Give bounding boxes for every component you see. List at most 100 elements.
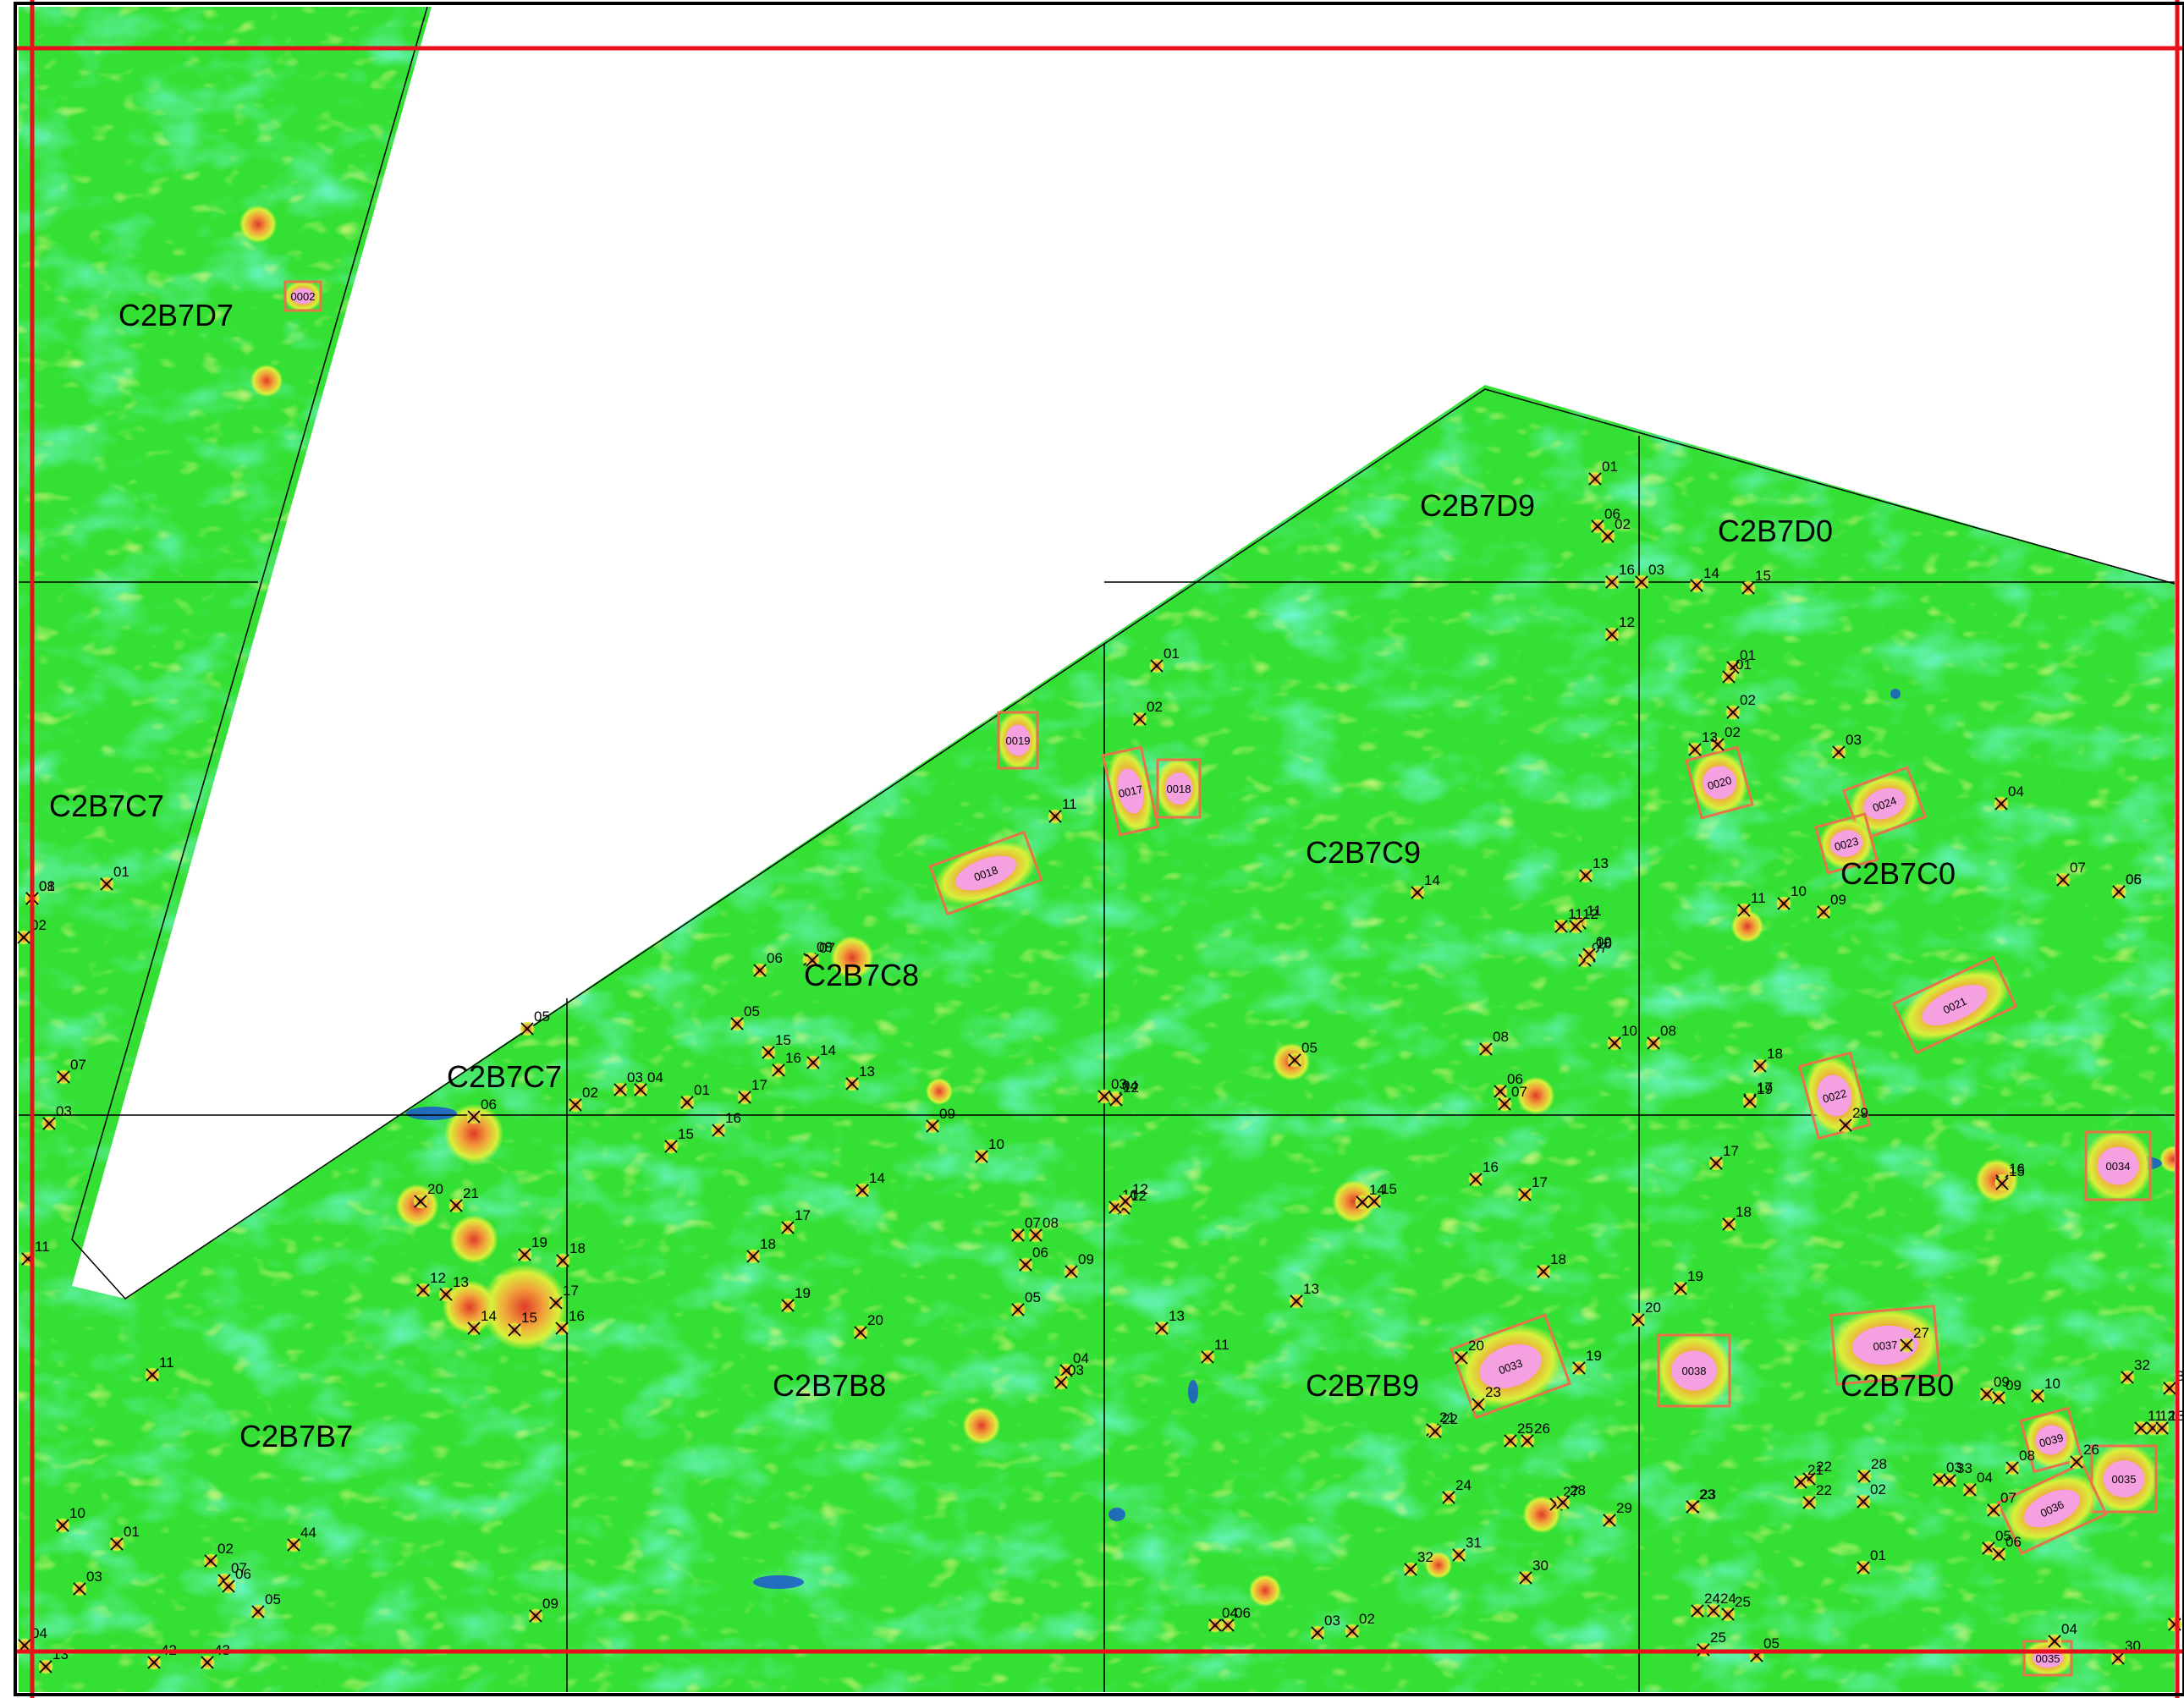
target-marker: 19 [517, 1234, 547, 1262]
signal-low [1890, 689, 1901, 699]
target-label: 20 [427, 1181, 443, 1197]
target-label: 06 [1604, 506, 1620, 522]
target-label: 07 [1511, 1084, 1527, 1100]
target-label: 13 [1303, 1281, 1319, 1297]
map-border [14, 2, 2184, 1696]
target-label: 14 [820, 1042, 836, 1058]
signal-hotspot [2159, 1146, 2175, 1173]
target-marker: 04 [2047, 1621, 2077, 1649]
target-marker: 26 [1520, 1420, 1550, 1448]
target-label: 16 [785, 1050, 801, 1066]
grid-label-c2b7c0: C2B7C0 [1840, 856, 1956, 891]
target-label: 10 [69, 1505, 85, 1521]
target-label: 04 [1222, 1605, 1238, 1621]
target-marker: 07 [2055, 860, 2086, 887]
target-marker: 14 [466, 1308, 497, 1336]
anomaly-polygon: 0020 [1685, 745, 1754, 820]
target-marker: 01 [1856, 1547, 1886, 1575]
target-label: 09 [2005, 1377, 2022, 1393]
anomaly-polygon: 0002 [283, 280, 323, 312]
target-label: 10 [1621, 1023, 1637, 1039]
target-label: 18 [1736, 1204, 1752, 1220]
target-marker: 07 [1986, 1490, 2016, 1518]
target-label: 09 [1830, 892, 1846, 908]
target-marker: 12 [1568, 906, 1598, 934]
target-label: 13 [1169, 1308, 1185, 1324]
target-marker: 13 [1578, 855, 1609, 883]
target-marker: 12 [1118, 1181, 1148, 1209]
target-label: 14 [869, 1170, 885, 1186]
target-marker: 15 [1741, 568, 1771, 596]
target-label: 04 [1073, 1350, 1089, 1366]
target-label: 32 [2134, 1357, 2150, 1373]
anomaly-polygon: 0018 [1155, 756, 1202, 821]
target-marker: 05 [1981, 1528, 2011, 1556]
signal-low [753, 1575, 804, 1589]
anomaly-label: 0023 [1833, 834, 1860, 853]
grid-label-c2b7c8: C2B7C8 [804, 958, 919, 992]
target-label: 26 [1534, 1420, 1550, 1437]
target-label: 10 [1791, 883, 1807, 899]
target-marker: 20 [1631, 1300, 1661, 1327]
target-label: 07 [1025, 1215, 1041, 1231]
target-marker: 26 [2069, 1442, 2099, 1470]
target-marker: 02 [16, 917, 47, 945]
target-label: 07 [70, 1057, 86, 1073]
target-marker: 07 [1010, 1215, 1041, 1243]
target-marker: 20 [853, 1312, 883, 1340]
target-marker: 18 [745, 1236, 776, 1264]
target-label: 24 [1720, 1591, 1736, 1607]
target-marker: 03 [613, 1069, 643, 1097]
target-marker: 18 [1752, 1046, 1783, 1074]
target-marker: 20 [413, 1181, 443, 1209]
signal-hotspot [1248, 1574, 1282, 1607]
target-label: 12 [1619, 614, 1635, 630]
target-label: 25 [1517, 1420, 1533, 1437]
target-label: 08 [1493, 1029, 1509, 1045]
target-label: 30 [1532, 1558, 1549, 1574]
target-marker: 32 [2120, 1357, 2150, 1385]
target-label: 03 [1846, 732, 1862, 748]
target-label: 32 [1417, 1549, 1433, 1565]
target-marker: 18 [555, 1240, 586, 1268]
target-label: 08 [817, 939, 833, 955]
target-label: 11 [1568, 906, 1583, 922]
target-marker: 29 [1602, 1500, 1632, 1528]
target-marker: 03 [72, 1569, 102, 1596]
target-marker: 20 [1454, 1338, 1484, 1366]
target-label: 05 [265, 1591, 281, 1607]
target-label: 05 [2126, 871, 2142, 887]
target-label: 06 [1507, 1071, 1523, 1087]
target-marker: 07 [56, 1057, 86, 1085]
target-label: 15 [1755, 568, 1771, 584]
target-label: 23 [1485, 1384, 1501, 1400]
target-label: 01 [1164, 646, 1180, 662]
target-marker: 21 [1793, 1462, 1824, 1490]
target-marker: 13 [1154, 1308, 1185, 1336]
target-marker: 06 [1991, 1534, 2022, 1562]
target-label: 15 [2009, 1163, 2025, 1179]
target-label: 06 [235, 1566, 251, 1582]
anomaly-polygon: 0037 [1829, 1305, 1942, 1386]
grid-label-c2b7b8: C2B7B8 [773, 1368, 886, 1403]
target-label: 16 [1483, 1159, 1499, 1175]
target-marker: 22 [1428, 1411, 1458, 1439]
target-marker: 12 [1109, 1080, 1139, 1107]
target-label: 04 [1977, 1470, 1993, 1486]
target-marker: 06 [1590, 506, 1620, 534]
target-marker: 17 [548, 1283, 579, 1311]
target-marker: 24 [1706, 1591, 1736, 1618]
target-label: 11 [1062, 796, 1077, 812]
target-label: 11 [159, 1355, 174, 1371]
anomaly-label: 0018 [1167, 783, 1191, 795]
target-label: 17 [795, 1207, 811, 1223]
target-marker: 44 [286, 1525, 316, 1552]
anomaly-polygon: 0018 [928, 830, 1043, 916]
target-marker: 06 [221, 1566, 251, 1594]
target-marker: 31 [1451, 1535, 1482, 1563]
anomaly-label: 0020 [1706, 773, 1733, 792]
target-marker: 04 [633, 1069, 663, 1097]
target-marker: 02 [568, 1085, 598, 1113]
target-label: 06 [2126, 871, 2142, 887]
